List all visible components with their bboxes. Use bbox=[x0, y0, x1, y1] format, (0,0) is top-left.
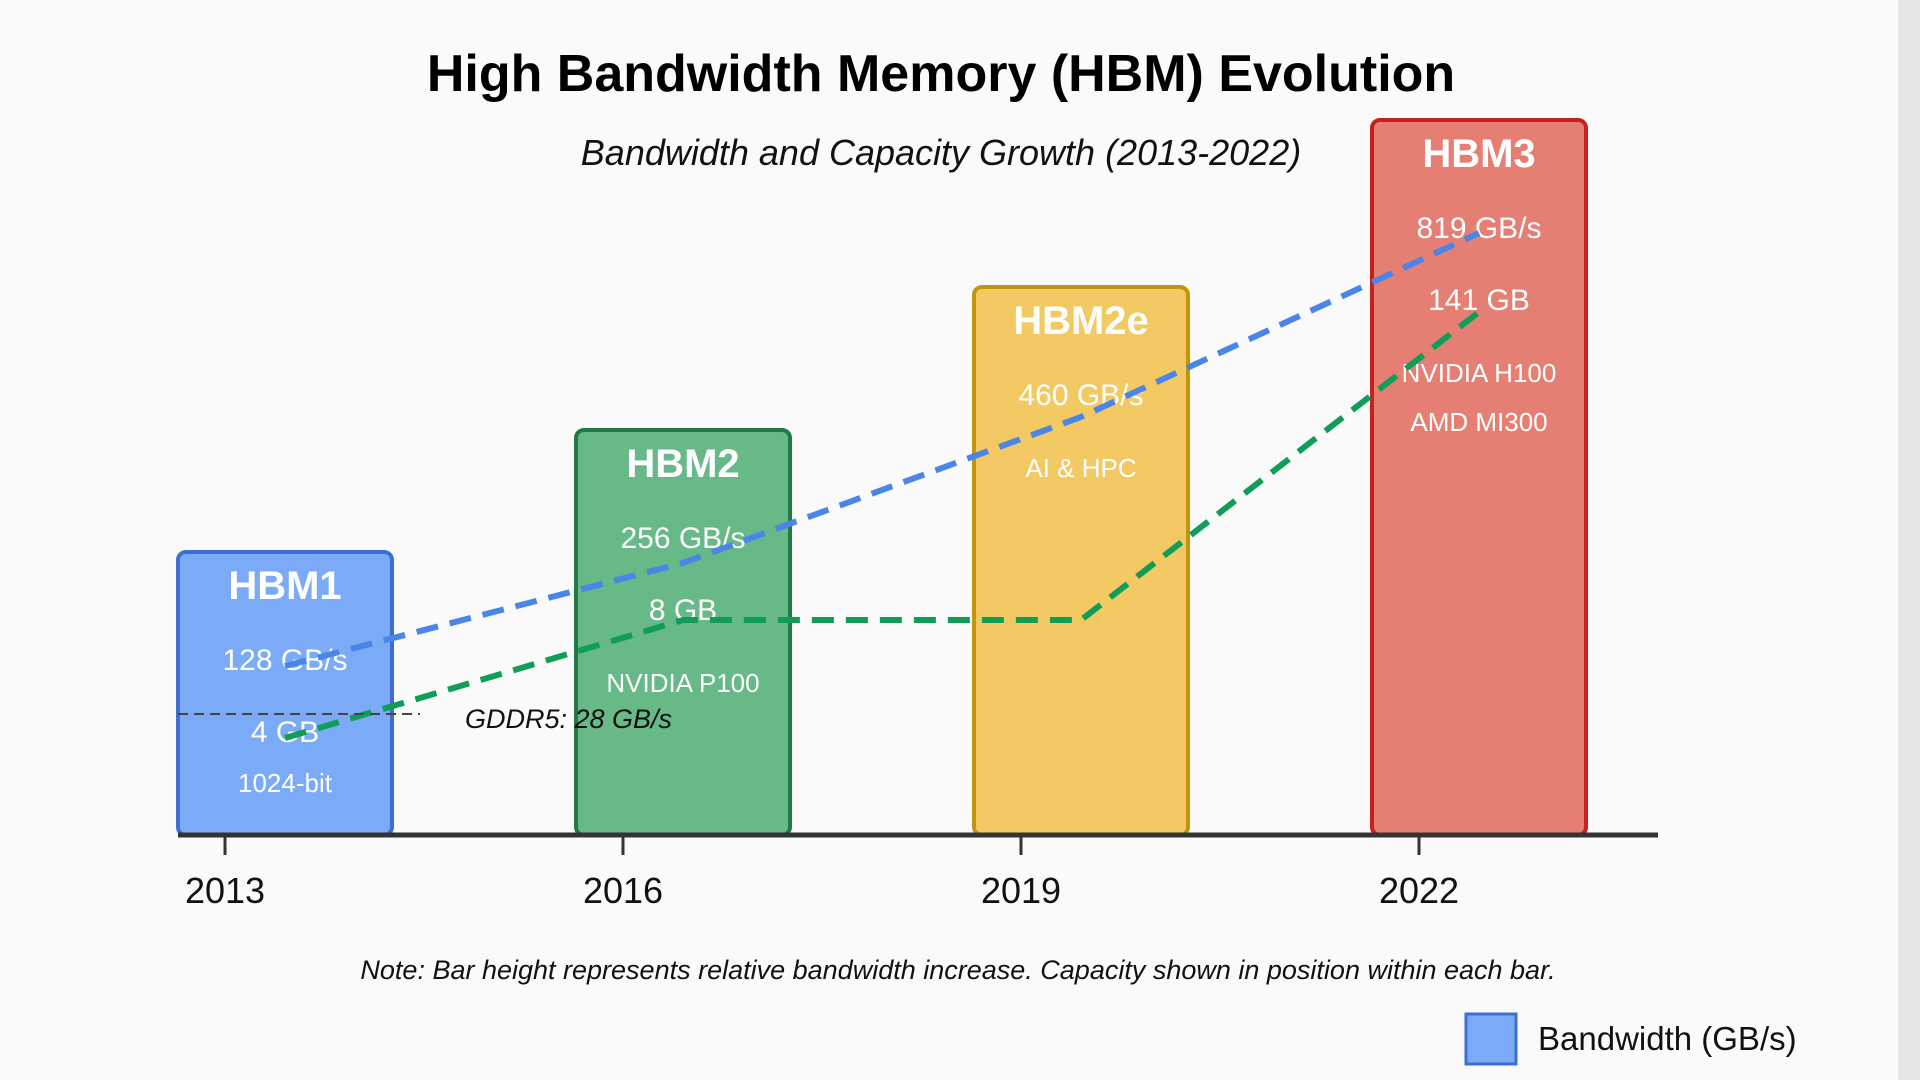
bandwidth-label: 128 GB/s bbox=[222, 644, 347, 677]
bar-hbm2e bbox=[972, 285, 1190, 837]
bar-name-label: HBM3 bbox=[1422, 132, 1535, 176]
bar-note-label: AI & HPC bbox=[1025, 453, 1136, 483]
bar-name-label: HBM2e bbox=[1013, 299, 1149, 343]
bandwidth-label: 460 GB/s bbox=[1018, 379, 1143, 412]
bar-name-label: HBM2 bbox=[626, 442, 739, 486]
bar-group-hbm3: HBM3 819 GB/s 141 GB NVIDIA H100 AMD MI300 bbox=[1370, 118, 1588, 837]
gddr5-reference-label: GDDR5: 28 GB/s bbox=[465, 704, 672, 734]
capacity-label: 141 GB bbox=[1428, 284, 1530, 317]
window-edge bbox=[1898, 0, 1920, 1080]
x-tick-label: 2016 bbox=[583, 870, 663, 911]
chart-title: High Bandwidth Memory (HBM) Evolution bbox=[427, 45, 1455, 103]
bar-group-hbm2e: HBM2e 460 GB/s AI & HPC bbox=[972, 285, 1190, 837]
legend: Bandwidth (GB/s) bbox=[1464, 1012, 1797, 1066]
x-tick-label: 2022 bbox=[1379, 870, 1459, 911]
bar-name-label: HBM1 bbox=[228, 564, 341, 608]
chart-note: Note: Bar height represents relative ban… bbox=[360, 955, 1555, 985]
capacity-trend-line bbox=[284, 309, 1481, 741]
x-axis: 2013 2016 2019 2022 bbox=[178, 832, 1658, 911]
bar-note-label: 1024-bit bbox=[238, 768, 333, 798]
bar-note-label: NVIDIA P100 bbox=[606, 668, 759, 698]
legend-label: Bandwidth (GB/s) bbox=[1538, 1020, 1797, 1057]
capacity-label: 4 GB bbox=[251, 716, 319, 749]
bandwidth-trend-line bbox=[284, 230, 1481, 669]
bandwidth-label: 819 GB/s bbox=[1416, 212, 1541, 245]
reference-layer: GDDR5: 28 GB/s bbox=[178, 704, 672, 734]
bar-note-label: NVIDIA H100 bbox=[1402, 358, 1557, 388]
legend-swatch bbox=[1464, 1012, 1518, 1066]
x-tick-label: 2019 bbox=[981, 870, 1061, 911]
bar-group-hbm1: HBM1 128 GB/s 4 GB 1024-bit bbox=[176, 550, 394, 837]
trend-lines bbox=[284, 230, 1481, 741]
bar-hbm2 bbox=[574, 428, 792, 837]
chart-subtitle: Bandwidth and Capacity Growth (2013-2022… bbox=[581, 132, 1301, 173]
bar-note-label: AMD MI300 bbox=[1410, 407, 1547, 437]
x-tick-label: 2013 bbox=[185, 870, 265, 911]
